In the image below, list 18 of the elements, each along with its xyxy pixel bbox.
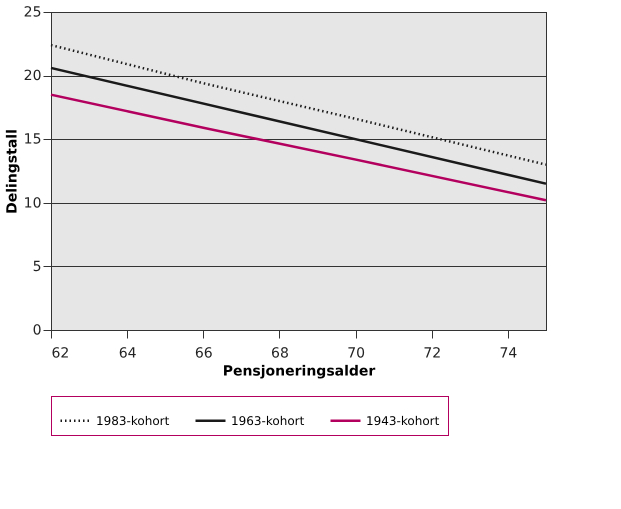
y-tick-label: 5: [32, 258, 42, 275]
y-tick-label: 15: [24, 132, 42, 148]
y-tick-label: 10: [24, 195, 42, 212]
x-tick-label: 66: [194, 346, 213, 362]
legend-label: 1963-kohort: [231, 414, 305, 428]
legend-label: 1983-kohort: [96, 414, 170, 428]
x-tick-label: 68: [271, 346, 289, 362]
x-tick-label: 62: [52, 346, 70, 362]
x-tick-label: 72: [423, 346, 442, 362]
y-tick-label: 20: [24, 68, 42, 84]
legend-label: 1943-kohort: [366, 414, 440, 428]
x-tick-label: 74: [500, 346, 518, 362]
x-tick-label: 70: [347, 346, 366, 362]
y-tick-label: 0: [32, 322, 42, 338]
y-axis-title: Delingstall: [4, 129, 21, 214]
y-tick-label: 25: [24, 4, 42, 20]
x-tick-label: 64: [118, 346, 137, 362]
x-axis-title: Pensjoneringsalder: [222, 364, 376, 380]
